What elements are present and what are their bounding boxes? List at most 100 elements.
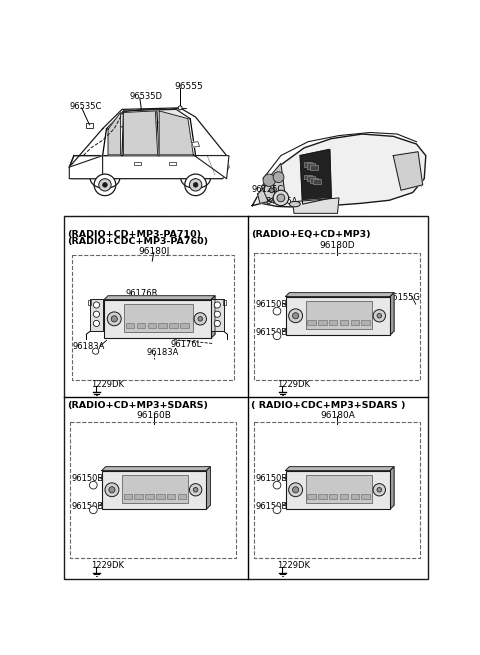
Text: 96176R: 96176R xyxy=(126,289,158,298)
Bar xyxy=(361,495,370,499)
Circle shape xyxy=(94,174,116,196)
Bar xyxy=(311,178,318,183)
Ellipse shape xyxy=(289,202,300,207)
Polygon shape xyxy=(159,111,193,155)
Circle shape xyxy=(273,172,284,183)
Bar xyxy=(329,495,337,499)
Bar xyxy=(306,301,372,329)
Bar xyxy=(158,324,167,328)
Bar xyxy=(289,466,394,505)
Text: 96155G: 96155G xyxy=(131,466,163,476)
Bar xyxy=(64,215,428,579)
Circle shape xyxy=(273,332,281,340)
Bar xyxy=(106,466,210,505)
Circle shape xyxy=(194,312,206,325)
Bar xyxy=(307,163,315,169)
Circle shape xyxy=(377,487,382,492)
Bar xyxy=(178,495,186,499)
Circle shape xyxy=(273,506,281,514)
Circle shape xyxy=(103,183,107,187)
Circle shape xyxy=(198,316,203,321)
Bar xyxy=(307,176,315,181)
Polygon shape xyxy=(102,466,210,470)
Text: 96155G: 96155G xyxy=(314,466,347,476)
Polygon shape xyxy=(104,296,215,299)
Circle shape xyxy=(93,302,99,308)
Text: 96150B: 96150B xyxy=(72,502,104,511)
Polygon shape xyxy=(123,111,157,155)
Bar xyxy=(340,320,348,325)
Polygon shape xyxy=(286,293,394,297)
Text: 96183A: 96183A xyxy=(146,348,179,357)
Polygon shape xyxy=(258,179,276,203)
Circle shape xyxy=(292,312,299,319)
Text: 96155G: 96155G xyxy=(387,293,420,302)
Text: 96150B: 96150B xyxy=(255,474,288,483)
Bar xyxy=(88,301,91,305)
Bar xyxy=(123,495,132,499)
Polygon shape xyxy=(292,198,339,214)
Bar xyxy=(145,495,154,499)
Bar xyxy=(254,422,420,558)
Polygon shape xyxy=(69,156,229,179)
Bar xyxy=(86,123,93,128)
Circle shape xyxy=(373,483,385,496)
Polygon shape xyxy=(390,466,394,509)
Bar xyxy=(147,324,156,328)
Text: 96150B: 96150B xyxy=(255,301,288,309)
Text: 96150B: 96150B xyxy=(72,474,104,483)
Text: ( RADIO+CDC+MP3+SDARS ): ( RADIO+CDC+MP3+SDARS ) xyxy=(251,402,405,410)
Bar xyxy=(254,253,420,380)
Text: (RADIO+EQ+CD+MP3): (RADIO+EQ+CD+MP3) xyxy=(251,229,370,238)
Bar xyxy=(286,470,390,509)
Polygon shape xyxy=(108,113,120,155)
Bar xyxy=(307,495,316,499)
Text: 96180A: 96180A xyxy=(320,411,355,421)
Bar xyxy=(340,495,348,499)
Bar xyxy=(108,296,215,334)
Circle shape xyxy=(190,483,202,496)
Polygon shape xyxy=(192,141,200,147)
Bar xyxy=(167,495,176,499)
Circle shape xyxy=(273,481,281,489)
Circle shape xyxy=(263,174,276,187)
Bar xyxy=(90,299,103,331)
Text: 96535D: 96535D xyxy=(130,92,163,102)
Bar xyxy=(133,162,142,165)
Circle shape xyxy=(109,487,115,493)
Circle shape xyxy=(93,348,99,354)
Bar xyxy=(168,162,176,165)
Circle shape xyxy=(190,179,202,191)
Circle shape xyxy=(105,483,119,496)
Bar xyxy=(361,320,370,325)
Polygon shape xyxy=(193,155,229,179)
Circle shape xyxy=(288,483,302,496)
Text: 1229DK: 1229DK xyxy=(277,380,310,388)
Polygon shape xyxy=(69,108,227,167)
Circle shape xyxy=(288,309,302,323)
Bar xyxy=(304,175,312,179)
Bar xyxy=(329,320,337,325)
Bar xyxy=(318,320,326,325)
Circle shape xyxy=(93,311,99,317)
Bar xyxy=(304,162,312,167)
Polygon shape xyxy=(300,149,331,204)
Bar xyxy=(72,255,234,380)
Text: 96180D: 96180D xyxy=(320,241,355,250)
Circle shape xyxy=(214,311,220,317)
Circle shape xyxy=(99,179,111,191)
Bar xyxy=(104,299,211,338)
Circle shape xyxy=(111,316,117,322)
Text: (RADIO+CDC+MP3-PA760): (RADIO+CDC+MP3-PA760) xyxy=(67,237,208,246)
Text: 96150B: 96150B xyxy=(255,502,288,511)
Bar xyxy=(223,301,226,305)
Bar xyxy=(180,324,189,328)
Text: (RADIO+CD+MP3+SDARS): (RADIO+CD+MP3+SDARS) xyxy=(67,402,208,410)
Text: (RADIO+CD+MP3-PA710): (RADIO+CD+MP3-PA710) xyxy=(67,229,201,238)
Bar xyxy=(156,495,165,499)
Polygon shape xyxy=(206,466,210,509)
Bar xyxy=(289,293,394,331)
Text: 96535C: 96535C xyxy=(69,102,102,111)
Text: 1229DK: 1229DK xyxy=(91,561,124,570)
Bar xyxy=(124,304,192,332)
